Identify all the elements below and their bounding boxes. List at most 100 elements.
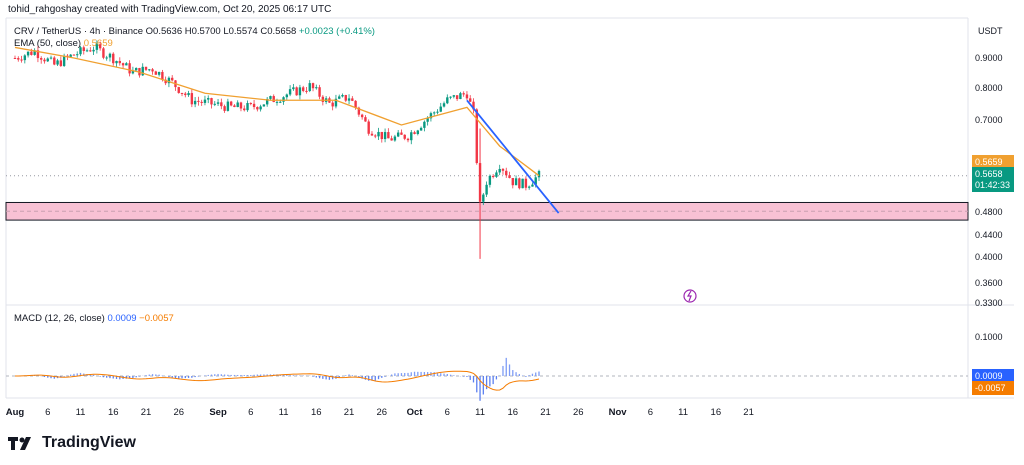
candle-body bbox=[485, 184, 488, 195]
price-tick: 0.3300 bbox=[975, 298, 1003, 308]
price-tick: 0.3600 bbox=[975, 278, 1003, 288]
candle-body bbox=[370, 133, 374, 136]
candle-body bbox=[511, 178, 514, 186]
candle-body bbox=[108, 53, 112, 58]
candle-body bbox=[334, 98, 338, 107]
candle-body bbox=[521, 178, 524, 189]
candle-body bbox=[216, 102, 220, 104]
symbol-legend: CRV / TetherUS · 4h · Binance O0.5636 H0… bbox=[14, 26, 375, 37]
candle-body bbox=[423, 121, 426, 128]
candle-body bbox=[308, 83, 311, 91]
candle-body bbox=[252, 103, 256, 108]
time-tick: Oct bbox=[406, 407, 423, 418]
candle-body bbox=[452, 95, 456, 97]
candle-body bbox=[56, 60, 59, 65]
candle-body bbox=[134, 68, 138, 71]
time-tick: 6 bbox=[647, 407, 653, 418]
candle-body bbox=[79, 47, 82, 55]
low-label: L bbox=[223, 26, 229, 37]
candle-body bbox=[298, 87, 302, 96]
macd-axis-tick: 0.1000 bbox=[975, 332, 1003, 342]
candle-body bbox=[315, 87, 318, 89]
candle-body bbox=[527, 186, 531, 188]
brand-name: TradingView bbox=[42, 434, 136, 451]
candle-body bbox=[360, 114, 364, 118]
candle-body bbox=[455, 95, 459, 100]
candle-body bbox=[46, 58, 49, 62]
countdown-badge: 01:42:33 bbox=[972, 178, 1014, 192]
candle-body bbox=[393, 136, 397, 141]
symbol-name[interactable]: CRV / TetherUS · 4h · Binance bbox=[14, 26, 144, 37]
candle-body bbox=[302, 87, 305, 91]
candle-body bbox=[341, 95, 344, 97]
candle-body bbox=[180, 92, 184, 94]
price-tick: 0.4800 bbox=[975, 207, 1003, 217]
candle-body bbox=[537, 170, 541, 178]
candle-body bbox=[429, 113, 433, 119]
candle-body bbox=[105, 57, 108, 59]
candle-body bbox=[92, 49, 95, 52]
time-tick: 16 bbox=[311, 407, 322, 418]
candle-body bbox=[305, 90, 308, 92]
candle-body bbox=[295, 87, 298, 96]
candle-body bbox=[161, 71, 164, 80]
candle-body bbox=[128, 63, 131, 74]
candle-body bbox=[115, 60, 118, 64]
candle-body bbox=[33, 50, 36, 55]
candle-body bbox=[82, 47, 85, 51]
candle-body bbox=[118, 60, 121, 64]
candle-body bbox=[282, 97, 285, 102]
candle-body bbox=[475, 109, 478, 164]
candle-body bbox=[59, 60, 63, 66]
ema-legend[interactable]: EMA (50, close) 0.5659 bbox=[14, 38, 113, 49]
tradingview-logo[interactable]: TradingView bbox=[8, 434, 136, 452]
candle-body bbox=[223, 106, 226, 111]
candle-body bbox=[177, 87, 180, 93]
candle-body bbox=[380, 131, 383, 140]
time-tick: 21 bbox=[140, 407, 152, 418]
time-tick: Aug bbox=[5, 407, 25, 418]
candle-body bbox=[112, 53, 115, 64]
candle-body bbox=[534, 177, 537, 185]
candle-body bbox=[187, 93, 190, 96]
candle-body bbox=[472, 101, 475, 110]
candle-body bbox=[13, 58, 17, 59]
candle-body bbox=[387, 132, 390, 139]
time-tick: 21 bbox=[343, 407, 355, 418]
flash-icon bbox=[683, 289, 697, 303]
support-zone bbox=[5, 201, 969, 221]
candle-body bbox=[43, 59, 46, 62]
open-value: 0.5636 bbox=[153, 26, 183, 37]
candle-body bbox=[197, 100, 200, 102]
candle-body bbox=[514, 178, 518, 186]
candle-body bbox=[400, 132, 403, 135]
flash-icon-bolt bbox=[686, 290, 692, 302]
candle-body bbox=[403, 134, 406, 139]
candle-body bbox=[190, 93, 194, 105]
candle-body bbox=[23, 55, 27, 61]
candle-body bbox=[236, 102, 239, 108]
candle-body bbox=[383, 132, 387, 140]
candle-body bbox=[69, 54, 72, 57]
candle-body bbox=[331, 102, 334, 107]
candle-body bbox=[265, 98, 269, 105]
candle-body bbox=[226, 101, 230, 111]
candle-body bbox=[426, 118, 429, 122]
candle-body bbox=[148, 69, 151, 71]
candle-body bbox=[256, 107, 259, 110]
time-tick: 6 bbox=[45, 407, 51, 418]
macd-legend[interactable]: MACD (12, 26, close) 0.0009 −0.0057 bbox=[14, 313, 174, 324]
candle-body bbox=[531, 184, 534, 187]
candle-body bbox=[262, 104, 266, 107]
candle-body bbox=[210, 98, 213, 105]
time-tick: Nov bbox=[608, 407, 627, 418]
currency-label: USDT bbox=[978, 26, 1003, 36]
close-value: 0.5658 bbox=[267, 26, 297, 37]
time-tick: 11 bbox=[475, 407, 485, 418]
price-tick: 0.7000 bbox=[975, 115, 1003, 125]
candle-body bbox=[351, 98, 354, 101]
candle-body bbox=[20, 59, 23, 61]
candle-body bbox=[311, 83, 315, 89]
candle-body bbox=[413, 132, 416, 134]
